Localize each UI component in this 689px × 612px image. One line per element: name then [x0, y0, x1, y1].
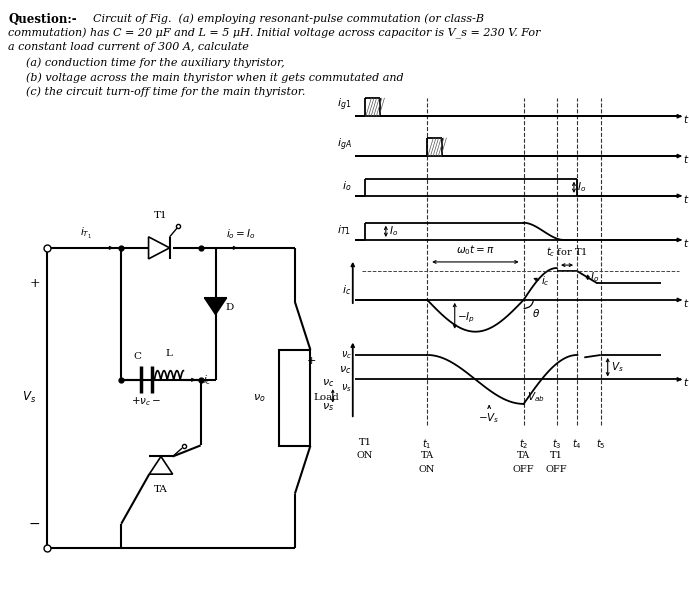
- Text: $i_{g1}$: $i_{g1}$: [337, 97, 351, 113]
- Text: T1: T1: [154, 211, 167, 220]
- Text: commutation) has C = 20 μF and L = 5 μH. Initial voltage across capacitor is V_s: commutation) has C = 20 μF and L = 5 μH.…: [8, 28, 541, 39]
- Text: $i_{T1}$: $i_{T1}$: [338, 223, 351, 237]
- Text: $\nu_c$: $\nu_c$: [341, 349, 352, 361]
- Text: TA: TA: [420, 451, 434, 460]
- Text: −: −: [28, 517, 40, 531]
- Text: D: D: [226, 303, 234, 312]
- Polygon shape: [205, 298, 227, 315]
- Text: $i_{gA}$: $i_{gA}$: [337, 136, 351, 153]
- Text: $t$: $t$: [683, 113, 689, 125]
- Text: ON: ON: [357, 451, 373, 460]
- Text: T1: T1: [359, 438, 371, 447]
- Text: $V_s$: $V_s$: [611, 360, 624, 374]
- Text: ON: ON: [419, 465, 435, 474]
- Text: $I_o$: $I_o$: [577, 181, 586, 194]
- Text: C: C: [134, 353, 142, 362]
- Text: $\omega_0 t = \pi$: $\omega_0 t = \pi$: [456, 243, 495, 257]
- Text: Circuit of Fig.  (a) employing resonant-pulse commutation (or class-B: Circuit of Fig. (a) employing resonant-p…: [93, 13, 484, 24]
- Text: $\nu_c$: $\nu_c$: [339, 365, 351, 376]
- Text: TA: TA: [517, 451, 531, 460]
- Text: OFF: OFF: [546, 465, 568, 474]
- Text: $t$: $t$: [683, 237, 689, 249]
- Text: $i_{T_1}$: $i_{T_1}$: [81, 225, 92, 241]
- Text: $-I_p$: $-I_p$: [457, 310, 475, 324]
- Text: $V_s$: $V_s$: [22, 390, 37, 405]
- Text: $t_5$: $t_5$: [596, 438, 606, 452]
- Text: $t$: $t$: [683, 153, 689, 165]
- Text: $+\nu_c -$: $+\nu_c -$: [131, 395, 161, 408]
- Text: $i_c$: $i_c$: [203, 373, 212, 387]
- Text: $\nu_s$: $\nu_s$: [341, 382, 352, 394]
- Text: Question:-: Question:-: [8, 13, 77, 26]
- Text: $I_o$: $I_o$: [389, 225, 398, 238]
- Text: (b) voltage across the main thyristor when it gets commutated and: (b) voltage across the main thyristor wh…: [26, 72, 404, 83]
- Text: (c) the circuit turn-off time for the main thyristor.: (c) the circuit turn-off time for the ma…: [26, 87, 305, 97]
- Text: +: +: [307, 356, 316, 366]
- Text: T1: T1: [551, 451, 563, 460]
- Text: +: +: [30, 277, 40, 290]
- Text: $i_c$: $i_c$: [541, 274, 550, 288]
- Text: $t_c$ for T1: $t_c$ for T1: [546, 245, 588, 259]
- Text: L: L: [165, 349, 172, 359]
- Text: $i_c$: $i_c$: [342, 283, 351, 297]
- Text: TA: TA: [154, 485, 168, 494]
- Text: Load: Load: [313, 394, 340, 402]
- Text: $t$: $t$: [683, 297, 689, 309]
- Text: $\theta$: $\theta$: [532, 307, 540, 319]
- Text: $i_o = I_o$: $i_o = I_o$: [225, 226, 255, 241]
- Text: OFF: OFF: [513, 465, 535, 474]
- Text: $\nu_o$: $\nu_o$: [253, 392, 265, 404]
- Bar: [280, 350, 310, 446]
- Text: a constant load current of 300 A, calculate: a constant load current of 300 A, calcul…: [8, 42, 249, 51]
- Text: $-V_s$: $-V_s$: [478, 411, 500, 425]
- Text: $t_1$: $t_1$: [422, 438, 432, 452]
- Text: $i_o$: $i_o$: [342, 179, 351, 193]
- Text: $\nu_s$: $\nu_s$: [322, 401, 335, 413]
- Text: (a) conduction time for the auxiliary thyristor,: (a) conduction time for the auxiliary th…: [26, 58, 285, 68]
- Text: $t_2$: $t_2$: [519, 438, 528, 452]
- Text: $t$: $t$: [683, 376, 689, 389]
- Text: $I_o$: $I_o$: [590, 271, 599, 284]
- Text: $V_{ab}$: $V_{ab}$: [527, 390, 545, 404]
- Text: $t$: $t$: [683, 193, 689, 205]
- Text: $t_3$: $t_3$: [552, 438, 562, 452]
- Text: $\nu_c$: $\nu_c$: [322, 378, 335, 389]
- Text: $t_4$: $t_4$: [573, 438, 582, 452]
